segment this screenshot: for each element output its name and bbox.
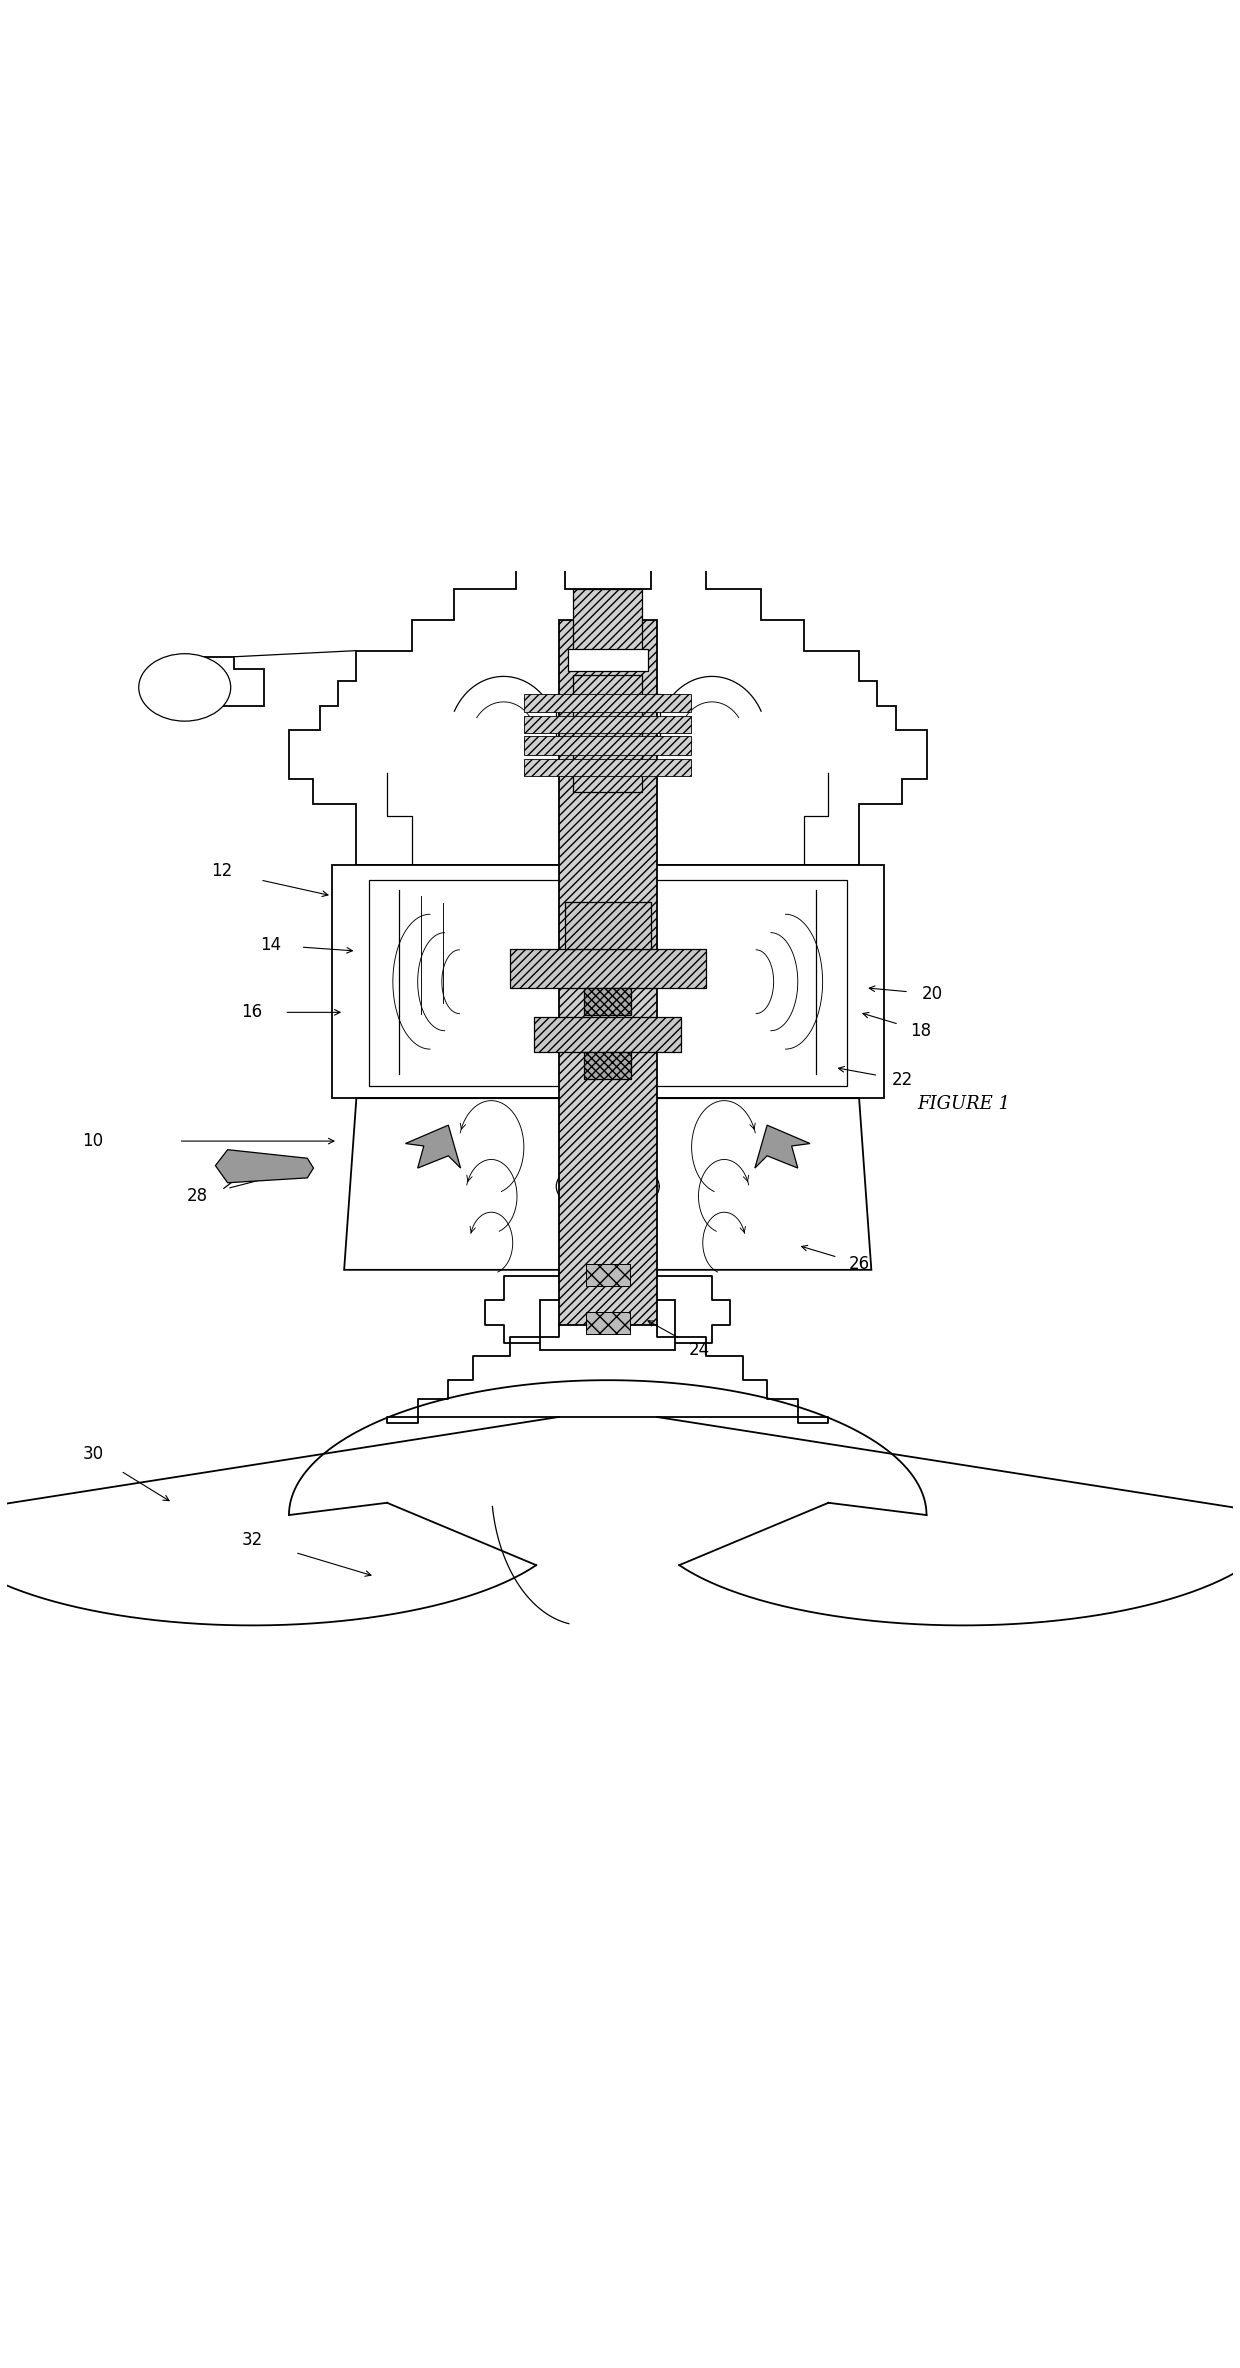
- Text: 26: 26: [848, 1255, 869, 1272]
- Text: 32: 32: [242, 1530, 263, 1549]
- Ellipse shape: [139, 654, 231, 722]
- Bar: [585, 1265, 630, 1286]
- Text: 18: 18: [910, 1021, 931, 1040]
- Text: 22: 22: [892, 1070, 913, 1089]
- Text: 12: 12: [211, 862, 232, 881]
- Bar: [525, 715, 691, 732]
- Bar: [525, 736, 691, 755]
- Polygon shape: [185, 656, 264, 706]
- Polygon shape: [289, 566, 926, 864]
- Text: 30: 30: [82, 1444, 103, 1463]
- Polygon shape: [216, 1151, 314, 1182]
- Polygon shape: [584, 1051, 631, 1077]
- Text: 14: 14: [260, 935, 281, 954]
- Bar: [573, 675, 642, 791]
- Text: 10: 10: [82, 1132, 103, 1151]
- Bar: [525, 694, 691, 713]
- Bar: [525, 758, 691, 777]
- Text: RGB: RGB: [594, 1319, 621, 1331]
- Text: 20: 20: [923, 985, 944, 1004]
- Polygon shape: [565, 902, 651, 950]
- Polygon shape: [510, 950, 706, 987]
- Bar: [368, 881, 847, 1087]
- Text: 16: 16: [242, 1004, 263, 1021]
- Polygon shape: [345, 1099, 872, 1269]
- Bar: [573, 590, 642, 656]
- Bar: [559, 620, 657, 1326]
- Bar: [568, 649, 647, 673]
- Polygon shape: [556, 694, 660, 736]
- Bar: [541, 1300, 675, 1350]
- Polygon shape: [534, 1018, 681, 1051]
- Polygon shape: [755, 1125, 810, 1167]
- Polygon shape: [584, 987, 631, 1016]
- Text: 24: 24: [689, 1340, 711, 1359]
- Text: FIGURE 1: FIGURE 1: [916, 1096, 1009, 1113]
- Bar: [585, 1312, 630, 1333]
- Polygon shape: [332, 864, 884, 1099]
- Text: 28: 28: [186, 1186, 207, 1205]
- Polygon shape: [405, 1125, 460, 1167]
